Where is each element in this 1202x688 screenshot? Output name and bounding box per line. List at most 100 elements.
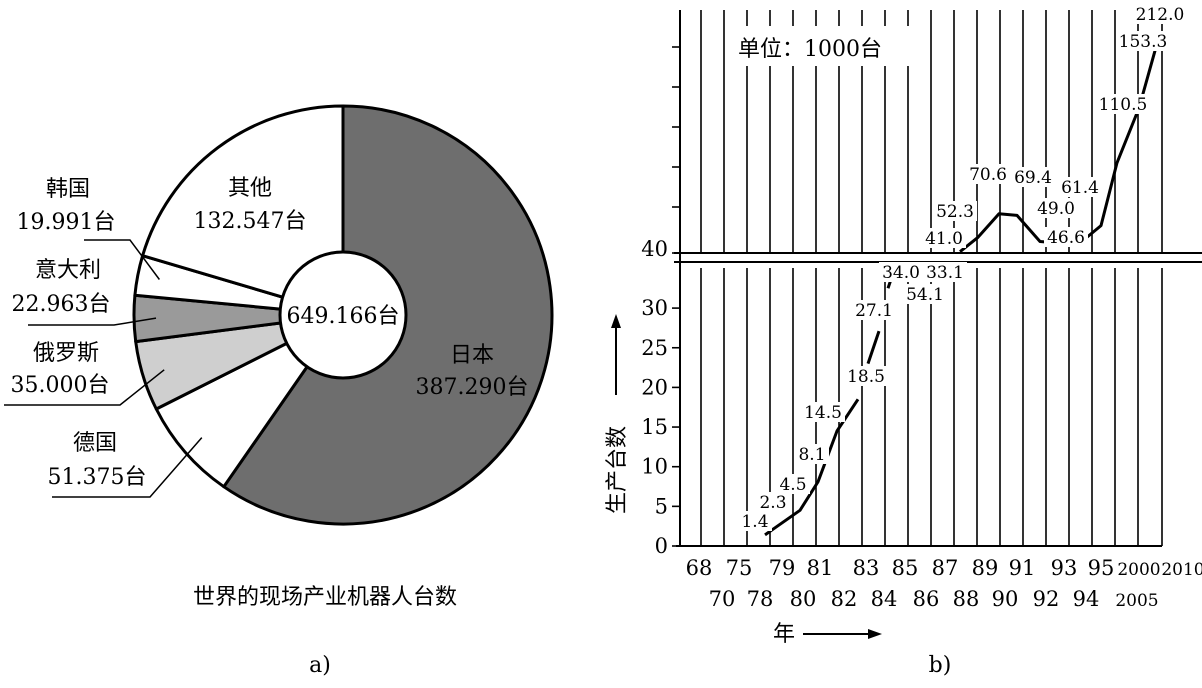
plot-area-lower: [680, 268, 1162, 546]
data-label: 153.3: [1119, 32, 1168, 52]
pie-caption: a): [309, 653, 331, 678]
y-tick-label: 10: [641, 455, 668, 479]
line-caption: b): [929, 653, 952, 678]
data-label: 8.1: [798, 445, 825, 465]
y-tick-label: 40: [641, 237, 668, 261]
data-label-bg: [1133, 4, 1187, 24]
x-tick-label: 2000: [1117, 560, 1160, 580]
leader-line: [4, 369, 165, 406]
x-tick-label: 93: [1051, 556, 1078, 580]
data-label-bg: [844, 366, 888, 386]
x-tick-label: 2010: [1161, 560, 1202, 580]
slice-label-name: 德国: [73, 431, 117, 456]
x-tick-label: 90: [992, 587, 1019, 611]
data-label: 61.4: [1061, 178, 1099, 198]
x-tick-label: 94: [1073, 587, 1100, 611]
data-label: 70.6: [969, 165, 1007, 185]
data-label-bg: [756, 492, 790, 512]
data-label: 4.5: [779, 475, 806, 495]
data-label-bg: [1011, 167, 1055, 187]
pie-title: 世界的现场产业机器人台数: [193, 585, 457, 610]
donut-hole: [278, 250, 408, 380]
slice-label-value: 19.991台: [17, 210, 116, 235]
x-tick-label: 81: [807, 556, 834, 580]
slice-label-name: 日本: [450, 343, 494, 368]
x-tick-label: 2005: [1115, 591, 1158, 611]
slice-label-value: 132.547台: [194, 209, 307, 234]
data-label: 14.5: [804, 403, 842, 423]
x-axis-label: 年: [773, 622, 795, 647]
leader-line: [28, 317, 157, 326]
x-tick-label: 82: [831, 587, 858, 611]
data-label-bg: [1096, 94, 1150, 114]
data-label: 212.0: [1136, 5, 1185, 25]
data-label: 1.4: [741, 512, 768, 532]
data-label: 27.1: [855, 301, 893, 321]
x-tick-label: 68: [686, 556, 713, 580]
line-chart: 0 5 10 15 20 25 30 40 单位：1000台 68 75 79 81 83 85 87 89 91…: [605, 4, 1202, 647]
x-axis-arrow-head: [868, 629, 882, 639]
x-tick-label: 88: [953, 587, 980, 611]
data-label-bg: [801, 402, 845, 422]
y-axis-label: 生产台数: [605, 426, 630, 514]
data-label-bg: [852, 300, 896, 320]
data-label-bg: [903, 284, 947, 304]
slice-label-name: 俄罗斯: [33, 341, 99, 366]
x-tick-label: 95: [1088, 556, 1115, 580]
data-label-bg: [1058, 177, 1102, 197]
slice-label-value: 35.000台: [11, 373, 110, 398]
x-tick-label: 86: [913, 587, 940, 611]
slice-label-name: 韩国: [46, 177, 90, 202]
data-line: [764, 398, 860, 537]
data-label-bg: [933, 201, 977, 221]
data-label-bg: [738, 511, 772, 531]
x-tick-label: 83: [853, 556, 880, 580]
data-label: 46.6: [1047, 228, 1085, 248]
x-tick-label: 87: [932, 556, 959, 580]
pie-center-label: 649.166台: [287, 304, 400, 329]
data-label-bg: [1116, 31, 1170, 51]
data-label: 69.4: [1014, 168, 1052, 188]
data-label-bg: [795, 444, 829, 464]
y-tick-label: 20: [641, 375, 668, 399]
y-tick-label: 30: [641, 296, 668, 320]
data-label-bg: [879, 262, 923, 282]
slice-label-name: 意大利: [35, 258, 101, 283]
x-tick-label: 84: [871, 587, 898, 611]
unit-label-bg: [730, 26, 930, 66]
y-tick-label: 0: [655, 534, 668, 558]
data-label: 49.0: [1037, 199, 1075, 219]
data-label-bg: [1034, 198, 1078, 218]
data-label: 52.3: [936, 202, 974, 222]
x-tick-label: 91: [1009, 556, 1036, 580]
data-label: 54.1: [906, 285, 944, 305]
data-label-bg: [922, 228, 966, 248]
x-tick-label: 92: [1033, 587, 1060, 611]
data-label: 110.5: [1099, 95, 1148, 115]
data-label: 34.0: [882, 263, 920, 283]
data-label: 41.0: [925, 229, 963, 249]
x-tick-label: 70: [709, 587, 736, 611]
leader-line: [84, 239, 161, 280]
x-tick-label: 80: [790, 587, 817, 611]
data-label: 33.1: [926, 263, 964, 283]
data-line: [866, 330, 881, 365]
y-tick-label: 15: [641, 415, 668, 439]
x-tick-label: 75: [726, 556, 753, 580]
slice-label-value: 51.375台: [48, 465, 147, 490]
y-tick-label: 25: [641, 336, 668, 360]
x-tick-label: 85: [892, 556, 919, 580]
data-label-bg: [966, 164, 1010, 184]
data-label: 18.5: [847, 367, 885, 387]
slice-label-value: 22.963台: [12, 292, 111, 317]
slice-label-value: 387.290台: [416, 375, 529, 400]
x-tick-label: 78: [747, 587, 774, 611]
leader-line: [52, 437, 203, 498]
data-label-bg: [923, 262, 967, 282]
y-axis-arrow-head: [611, 314, 621, 328]
unit-label: 单位：1000台: [738, 37, 882, 62]
data-label-bg: [1044, 227, 1088, 247]
data-label-bg: [776, 474, 810, 494]
